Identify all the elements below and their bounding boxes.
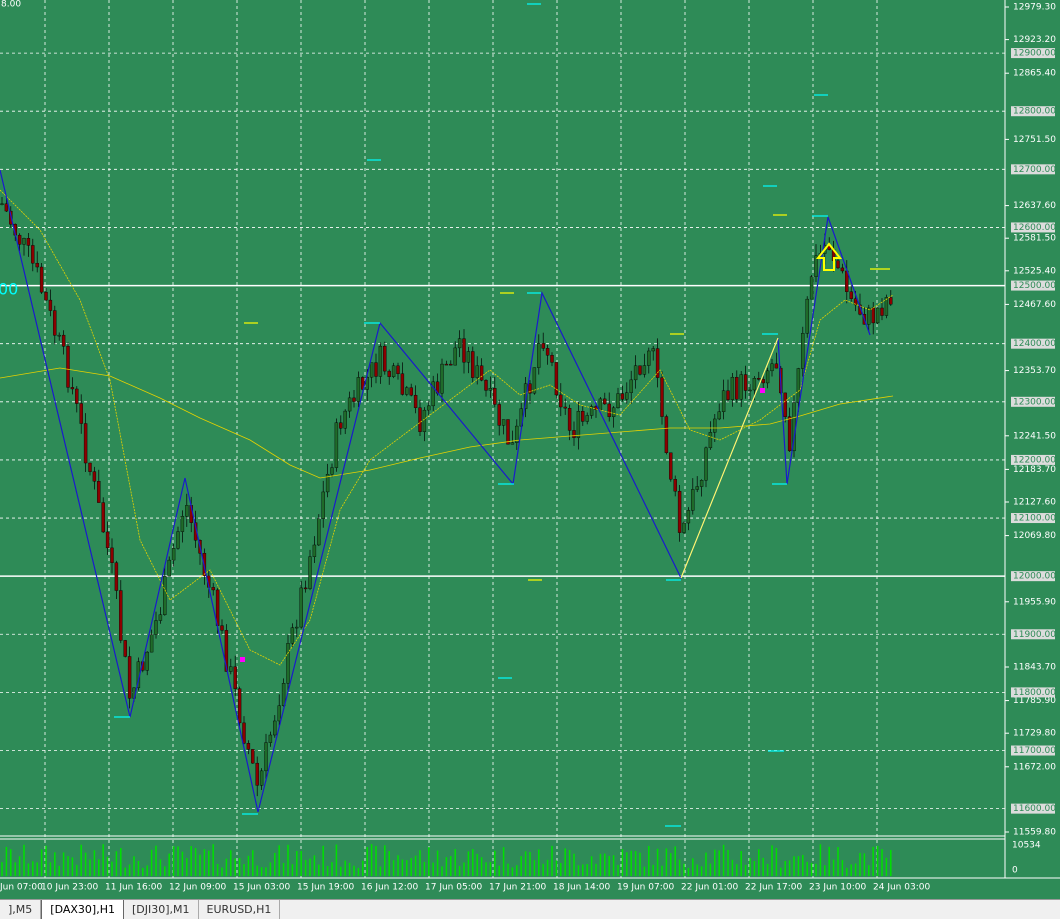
level-box [1011,571,1055,582]
time-label: 22 Jun 01:00 [681,883,738,893]
time-label: 23 Jun 10:00 [809,883,866,893]
level-box [1011,164,1055,175]
time-label: 24 Jun 03:00 [873,883,930,893]
time-label: 19 Jun 07:00 [617,883,674,893]
level-label: 12800.00 [1013,107,1056,117]
time-label: 17 Jun 21:00 [489,883,546,893]
price-label: 12637.60 [1013,201,1056,211]
price-label: 11729.80 [1013,729,1056,739]
time-label: 15 Jun 03:00 [233,883,290,893]
level-label: 11600.00 [1013,804,1056,814]
level-label: 12000.00 [1013,572,1056,582]
level-box [1011,745,1055,756]
level-label: 12400.00 [1013,339,1056,349]
price-label: 11843.70 [1013,663,1056,673]
level-label: 12300.00 [1013,397,1056,407]
corner-label: 8.00 [1,0,21,10]
time-label: 12 Jun 09:00 [169,883,226,893]
level-box [1011,106,1055,117]
price-label: 12923.20 [1013,35,1056,45]
price-chart: 8.00 00 10534 0 12979.30 12923.20 12865.40… [0,0,1060,893]
level-label: 11700.00 [1013,746,1056,756]
level-label: 12100.00 [1013,514,1056,524]
time-label: 11 Jun 16:00 [105,883,162,893]
chart-tab[interactable]: ],M5 [0,900,42,919]
level-box [1011,48,1055,59]
level-box [1011,687,1055,698]
price-label: 12127.60 [1013,498,1056,508]
time-label: 22 Jun 17:00 [745,883,802,893]
time-label: Jun 07:00 [0,883,43,893]
time-label: 18 Jun 14:00 [553,883,610,893]
volume-max: 10534 [1012,841,1041,851]
level-box [1011,222,1055,233]
price-label: 12751.50 [1013,135,1056,145]
level-box [1011,338,1055,349]
price-label: 11785.90 [1013,696,1056,706]
price-label: 11559.80 [1013,828,1056,838]
price-label: 12467.60 [1013,300,1056,310]
price-label: 12979.30 [1013,3,1056,13]
level-box [1011,396,1055,407]
time-label: 10 Jun 23:00 [41,883,98,893]
level-box [1011,280,1055,291]
level-box [1011,803,1055,814]
level-box [1011,513,1055,524]
level-box [1011,454,1055,465]
left-marker: 00 [0,280,18,299]
level-box [1011,629,1055,640]
level-label: 12600.00 [1013,223,1056,233]
chart-tab[interactable]: EURUSD,H1 [199,900,281,919]
price-label: 12525.40 [1013,266,1056,276]
level-label: 11900.00 [1013,630,1056,640]
level-label: 12200.00 [1013,455,1056,465]
price-label: 12353.70 [1013,366,1056,376]
volume-min: 0 [1012,866,1018,876]
price-label: 12865.40 [1013,69,1056,79]
level-label: 12500.00 [1013,281,1056,291]
price-label: 12241.50 [1013,431,1056,441]
level-label: 11800.00 [1013,688,1056,698]
time-label: 17 Jun 05:00 [425,883,482,893]
price-label: 11955.90 [1013,597,1056,607]
price-label: 11672.00 [1013,762,1056,772]
time-label: 16 Jun 12:00 [361,883,418,893]
price-label: 12581.50 [1013,234,1056,244]
chart-tab[interactable]: [DJI30],M1 [124,900,199,919]
level-label: 12900.00 [1013,49,1056,59]
chart-tab[interactable]: [DAX30],H1 [41,900,124,919]
price-label: 12069.80 [1013,531,1056,541]
level-label: 12700.00 [1013,165,1056,175]
time-label: 15 Jun 19:00 [297,883,354,893]
chart-tabs: ],M5 [DAX30],H1 [DJI30],M1 EURUSD,H1 [0,899,1060,919]
price-label: 12183.70 [1013,465,1056,475]
